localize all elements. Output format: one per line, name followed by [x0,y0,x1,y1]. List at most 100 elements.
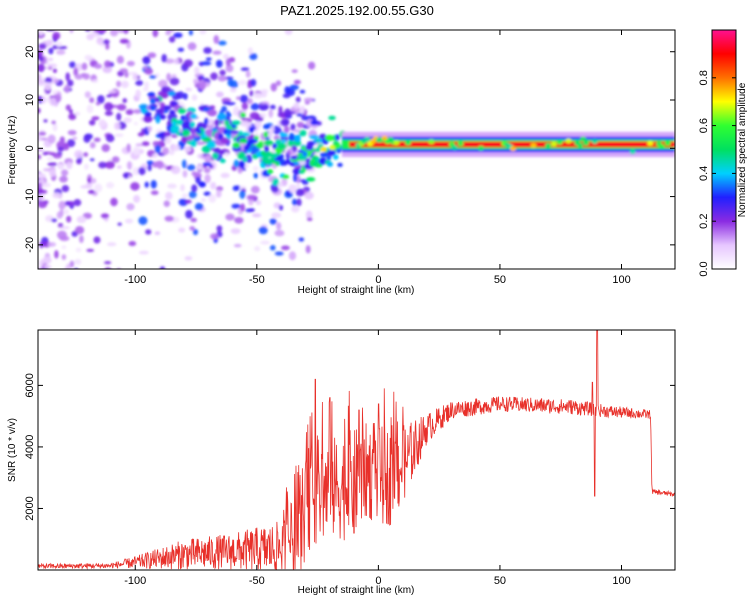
spectrogram-noise-blob [152,153,158,158]
spectrogram-noise-blob [69,260,75,268]
spectrogram-noise-blob [152,30,159,38]
spectrogram-ridge-blob [308,134,319,139]
spectrogram-ridge-blob [318,157,327,165]
spectrogram-band-bump [477,145,484,151]
spectrogram-noise-blob [170,134,178,138]
spectrogram-ridge-blob [226,112,232,118]
spectrogram-noise-blob [210,181,217,190]
spectrogram-noise-blob [197,75,203,82]
snr-xlabel: Height of straight line (km) [298,585,415,596]
spectrogram-ridge-blob [277,142,287,150]
spectrogram-noise-blob [267,131,274,139]
spectrogram-noise-blob [38,173,47,179]
spectrogram-noise-blob [52,123,58,132]
spectrogram-noise-blob [43,22,52,29]
spectrogram-noise-blob [168,18,176,23]
spectrogram-noise-blob [125,18,131,23]
spectrogram-xlabel: Height of straight line (km) [298,285,415,296]
spectrogram-noise-blob [295,96,301,103]
spectrogram-noise-blob [166,72,172,82]
spectrogram-ridge-blob [232,142,241,149]
spectrogram-noise-blob [186,164,196,171]
spectrogram-noise-blob [230,228,241,234]
spectrogram-noise-blob [125,109,134,116]
snr-xtick-label: -100 [124,575,146,587]
spectrogram-noise-blob [195,176,201,184]
spectrogram-ridge-blob [175,119,184,125]
spectrogram-noise-blob [225,57,231,67]
spectrogram-noise-blob [40,1,47,8]
spectrogram-noise-blob [96,37,104,45]
spectrogram-noise-blob [271,148,276,153]
snr-ytick-label: 6000 [24,373,36,397]
spectrogram-ytick-label: 10 [24,94,36,106]
spectrogram-noise-blob [202,162,212,167]
spectrogram-noise-blob [111,22,119,25]
spectrogram-ridge-blob [212,152,219,160]
spectrogram-noise-blob [197,80,207,90]
spectrogram-ridge-blob [138,104,149,110]
spectrogram-noise-blob [38,194,45,201]
spectrogram-ridge-blob [328,149,336,155]
spectrogram-noise-blob [116,55,125,64]
spectrogram-ridge-blob [282,174,290,180]
spectrogram-noise-blob [171,73,177,79]
spectrogram-noise-blob [47,162,58,167]
spectrogram-noise-blob [94,63,103,69]
spectrogram-noise-blob [154,160,164,168]
spectrogram-ridge-blob [177,107,187,114]
spectrogram-noise-blob [240,203,245,212]
spectrogram-noise-blob [68,113,77,120]
spectrogram-noise-blob [48,47,54,55]
spectrogram-noise-blob [56,164,65,169]
spectrogram-noise-blob [89,142,96,149]
spectrogram-noise-blob [171,144,181,152]
spectrogram-noise-blob [98,119,107,128]
spectrogram-noise-blob [185,87,193,92]
spectrogram-noise-blob [133,195,141,203]
spectrogram-noise-blob [304,100,310,105]
spectrogram-noise-blob [104,261,112,265]
spectrogram-noise-blob [285,111,296,115]
spectrogram-noise-blob [38,154,42,160]
spectrogram-noise-blob [92,3,100,8]
spectrogram-noise-blob [59,208,64,217]
spectrogram-ridge-blob [213,147,221,154]
spectrogram-noise-blob [69,30,74,34]
spectrogram-band-bump [314,147,321,153]
spectrogram-noise-blob [293,173,298,183]
spectrogram-noise-blob [292,198,297,206]
spectrogram-noise-blob [191,184,198,193]
spectrogram-noise-blob [173,58,180,65]
spectrogram-noise-blob [109,20,115,27]
spectrogram-noise-blob [41,96,47,104]
spectrogram-noise-blob [135,89,142,99]
spectrogram-noise-blob [219,69,226,76]
spectrogram-noise-blob [56,49,66,55]
spectrogram-noise-blob [269,244,276,251]
spectrogram-noise-blob [207,118,214,126]
spectrogram-noise-blob [76,0,82,4]
spectrogram-noise-blob [278,105,283,115]
spectrogram-noise-blob [189,226,195,231]
spectrogram-noise-blob [126,203,135,211]
spectrogram-noise-blob [115,0,123,2]
colorbar-tick-label: 0.8 [698,70,710,85]
spectrogram-noise-blob [226,102,236,106]
spectrogram-ridge-blob [143,115,153,123]
spectrogram-noise-blob [83,152,89,157]
figure-title: PAZ1.2025.192.00.55.G30 [280,3,434,18]
spectrogram-noise-blob [299,89,306,94]
spectrogram-noise-blob [66,215,72,223]
spectrogram-noise-blob [177,47,185,52]
spectrogram-ridge-blob [294,134,301,143]
spectrogram-ridge-blob [302,150,308,157]
spectrogram-noise-blob [52,44,59,50]
spectrogram-noise-blob [73,67,79,77]
spectrogram-noise-blob [278,204,284,211]
spectrogram-noise-blob [203,167,211,174]
spectrogram-noise-blob [36,2,46,6]
spectrogram-band-bump [583,140,590,146]
spectrogram-noise-blob [199,30,207,35]
